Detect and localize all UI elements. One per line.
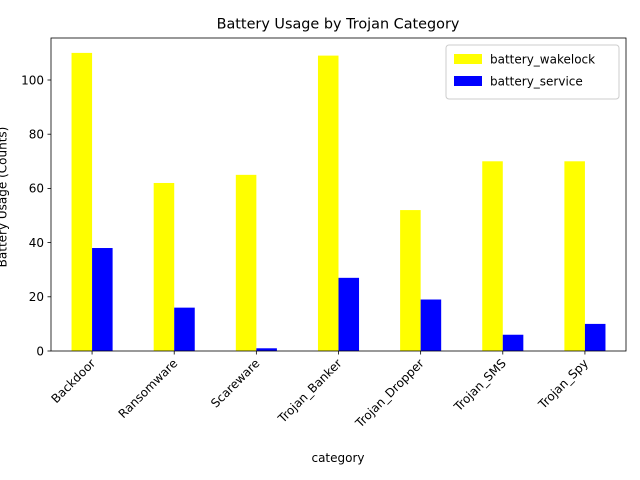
- bar-battery_service-Ransomware: [174, 307, 195, 351]
- bar-battery_wakelock-Trojan_SMS: [482, 161, 503, 351]
- legend-label-battery_wakelock: battery_wakelock: [490, 53, 595, 67]
- legend-label-battery_service: battery_service: [490, 75, 583, 89]
- x-axis-label: category: [311, 451, 364, 465]
- plot-frame: [50, 37, 627, 352]
- bar-battery_service-Backdoor: [92, 248, 113, 351]
- bar-battery_service-Scareware: [256, 348, 277, 351]
- legend: battery_wakelock battery_service: [445, 44, 620, 100]
- bar-battery_service-Trojan_Banker: [338, 277, 360, 351]
- y-axis-label: Battery Usage (Counts): [0, 127, 10, 268]
- y-tick-label: 20: [29, 290, 44, 304]
- y-tick-label: 60: [29, 182, 44, 196]
- bar-battery_wakelock-Scareware: [235, 174, 257, 351]
- bar-battery_wakelock-Trojan_Banker: [317, 55, 339, 352]
- y-tick-label: 40: [29, 236, 44, 250]
- legend-swatch-battery_service: [454, 76, 482, 86]
- bar-battery_service-Trojan_Spy: [584, 323, 606, 351]
- y-tick-label: 100: [21, 73, 44, 87]
- bar-battery_service-Trojan_Dropper: [420, 299, 442, 351]
- bar-battery_wakelock-Backdoor: [71, 52, 93, 352]
- bar-battery_wakelock-Trojan_Spy: [564, 161, 585, 351]
- bar-battery_wakelock-Ransomware: [153, 182, 175, 351]
- legend-box: [445, 44, 620, 100]
- bar-battery_service-Trojan_SMS: [502, 334, 524, 351]
- bars-layer: [71, 52, 606, 352]
- bar-battery_wakelock-Trojan_Dropper: [400, 210, 421, 351]
- chart-title: Battery Usage by Trojan Category: [217, 17, 460, 33]
- legend-swatch-battery_wakelock: [454, 54, 482, 64]
- y-tick-label: 0: [36, 344, 44, 358]
- y-tick-label: 80: [29, 128, 44, 142]
